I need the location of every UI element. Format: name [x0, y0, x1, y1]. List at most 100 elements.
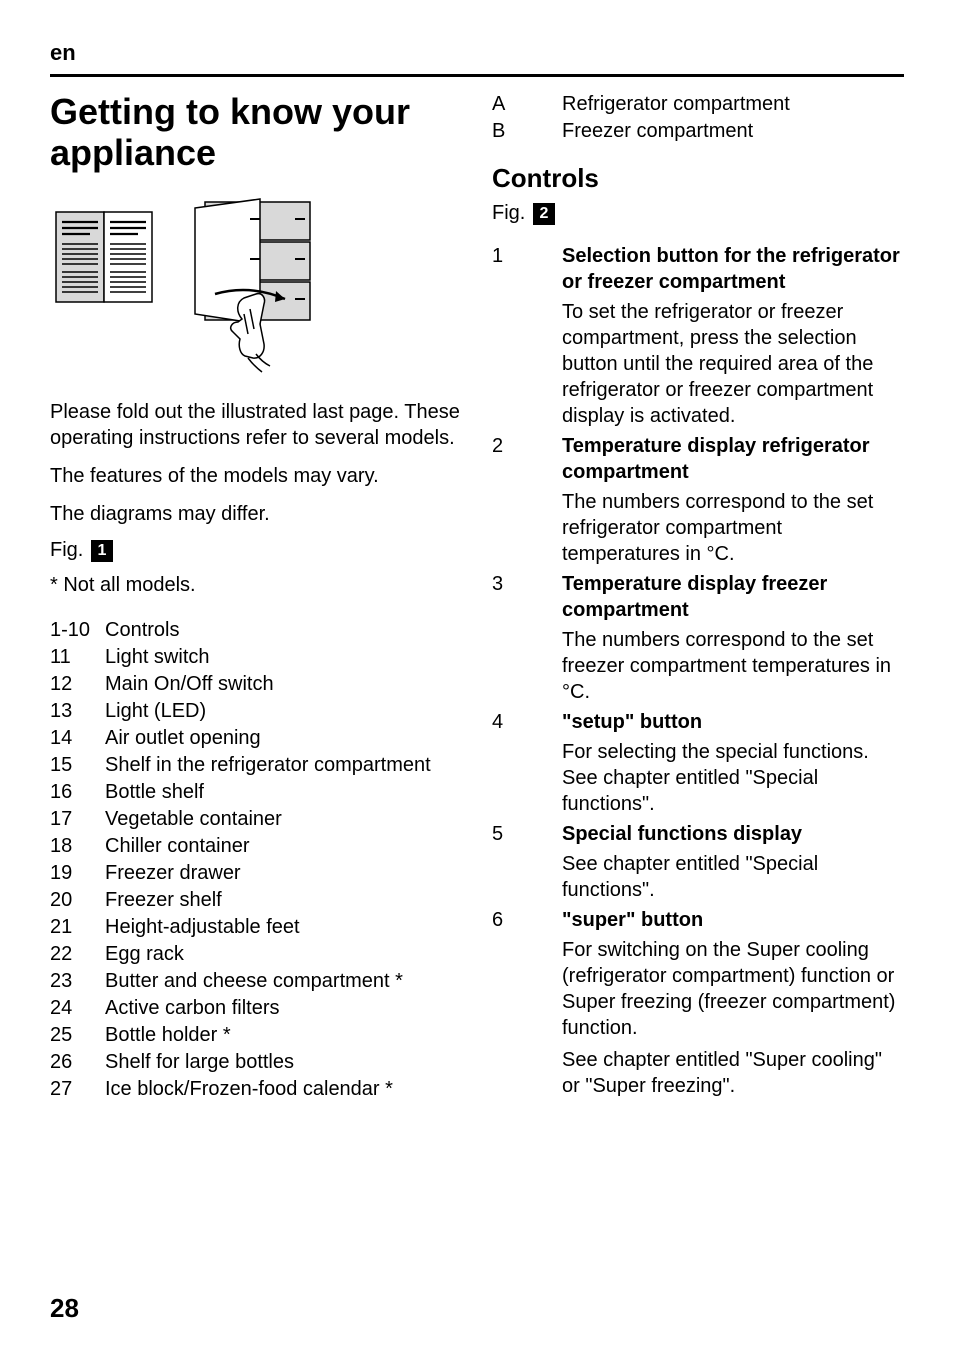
part-row: 25Bottle holder * — [50, 1022, 462, 1049]
control-body: Temperature display freezer compartment … — [562, 571, 904, 705]
figure-reference-2: Fig. 2 — [492, 202, 904, 225]
control-title: Temperature display freezer compartment — [562, 571, 904, 623]
right-column: ARefrigerator compartment BFreezer compa… — [492, 91, 904, 1103]
control-desc: See chapter entitled "Special functions"… — [562, 851, 904, 903]
control-desc: To set the refrigerator or freezer compa… — [562, 299, 904, 429]
left-column: Getting to know your appliance — [50, 91, 462, 1103]
part-num: 23 — [50, 968, 105, 995]
control-desc: The numbers correspond to the set refrig… — [562, 489, 904, 567]
control-desc-extra: See chapter entitled "Super cooling" or … — [562, 1047, 904, 1099]
part-label: Shelf in the refrigerator compartment — [105, 752, 462, 779]
controls-list: 1 Selection button for the refrigerator … — [492, 243, 904, 1099]
control-title: Selection button for the refrigerator or… — [562, 243, 904, 295]
fig-label: Fig. — [492, 202, 525, 224]
part-label: Vegetable container — [105, 806, 462, 833]
part-num: 12 — [50, 671, 105, 698]
part-label: Chiller container — [105, 833, 462, 860]
control-num: 1 — [492, 243, 562, 429]
control-desc: For selecting the special functions. See… — [562, 739, 904, 817]
part-label: Main On/Off switch — [105, 671, 462, 698]
part-num: 19 — [50, 860, 105, 887]
part-label: Controls — [105, 617, 462, 644]
part-num: 15 — [50, 752, 105, 779]
part-row: 24Active carbon filters — [50, 995, 462, 1022]
control-body: Special functions display See chapter en… — [562, 821, 904, 903]
part-row: 1-10Controls — [50, 617, 462, 644]
control-title: Temperature display refrigerator compart… — [562, 433, 904, 485]
control-num: 4 — [492, 709, 562, 817]
part-num: 27 — [50, 1076, 105, 1103]
part-row: 27Ice block/Frozen-food calendar * — [50, 1076, 462, 1103]
part-label: Egg rack — [105, 941, 462, 968]
compartment-label: Refrigerator compartment — [562, 91, 790, 118]
part-label: Ice block/Frozen-food calendar * — [105, 1076, 462, 1103]
parts-list: 1-10Controls 11Light switch 12Main On/Of… — [50, 617, 462, 1103]
intro-paragraph-2: The features of the models may vary. — [50, 463, 462, 489]
control-title: "super" button — [562, 907, 904, 933]
part-label: Light switch — [105, 644, 462, 671]
part-num: 16 — [50, 779, 105, 806]
control-title: "setup" button — [562, 709, 904, 735]
control-num: 6 — [492, 907, 562, 1099]
part-row: 13Light (LED) — [50, 698, 462, 725]
control-num: 3 — [492, 571, 562, 705]
part-label: Freezer drawer — [105, 860, 462, 887]
part-label: Light (LED) — [105, 698, 462, 725]
part-num: 22 — [50, 941, 105, 968]
header-language: en — [50, 40, 904, 66]
page-number: 28 — [50, 1293, 79, 1324]
intro-paragraph-3: The diagrams may differ. — [50, 501, 462, 527]
part-row: 17Vegetable container — [50, 806, 462, 833]
control-item: 5 Special functions display See chapter … — [492, 821, 904, 903]
compartment-label: Freezer compartment — [562, 118, 753, 145]
fig-number-icon: 2 — [533, 203, 555, 225]
compartment-letter: B — [492, 118, 562, 145]
intro-paragraph-1: Please fold out the illustrated last pag… — [50, 399, 462, 451]
part-row: 12Main On/Off switch — [50, 671, 462, 698]
part-label: Bottle shelf — [105, 779, 462, 806]
control-body: Selection button for the refrigerator or… — [562, 243, 904, 429]
part-row: 15Shelf in the refrigerator compartment — [50, 752, 462, 779]
part-row: 19Freezer drawer — [50, 860, 462, 887]
part-num: 13 — [50, 698, 105, 725]
part-num: 14 — [50, 725, 105, 752]
part-row: 20Freezer shelf — [50, 887, 462, 914]
part-label: Butter and cheese compartment * — [105, 968, 462, 995]
fig-number-icon: 1 — [91, 540, 113, 562]
control-item: 3 Temperature display freezer compartmen… — [492, 571, 904, 705]
control-item: 4 "setup" button For selecting the speci… — [492, 709, 904, 817]
main-heading: Getting to know your appliance — [50, 91, 462, 174]
control-body: "super" button For switching on the Supe… — [562, 907, 904, 1099]
control-body: Temperature display refrigerator compart… — [562, 433, 904, 567]
controls-heading: Controls — [492, 163, 904, 194]
part-num: 25 — [50, 1022, 105, 1049]
part-num: 18 — [50, 833, 105, 860]
fig-label: Fig. — [50, 539, 83, 561]
control-item: 6 "super" button For switching on the Su… — [492, 907, 904, 1099]
part-label: Air outlet opening — [105, 725, 462, 752]
control-title: Special functions display — [562, 821, 904, 847]
part-num: 17 — [50, 806, 105, 833]
part-row: 23Butter and cheese compartment * — [50, 968, 462, 995]
control-body: "setup" button For selecting the special… — [562, 709, 904, 817]
part-num: 21 — [50, 914, 105, 941]
content-columns: Getting to know your appliance — [50, 91, 904, 1103]
part-row: 21Height-adjustable feet — [50, 914, 462, 941]
header-divider — [50, 74, 904, 77]
control-desc: For switching on the Super cooling (refr… — [562, 937, 904, 1041]
control-num: 5 — [492, 821, 562, 903]
part-row: 22Egg rack — [50, 941, 462, 968]
part-num: 1-10 — [50, 617, 105, 644]
part-label: Active carbon filters — [105, 995, 462, 1022]
part-label: Shelf for large bottles — [105, 1049, 462, 1076]
part-num: 26 — [50, 1049, 105, 1076]
control-num: 2 — [492, 433, 562, 567]
part-num: 20 — [50, 887, 105, 914]
part-row: 16Bottle shelf — [50, 779, 462, 806]
control-item: 2 Temperature display refrigerator compa… — [492, 433, 904, 567]
part-row: 18Chiller container — [50, 833, 462, 860]
part-label: Height-adjustable feet — [105, 914, 462, 941]
compartment-row: ARefrigerator compartment — [492, 91, 904, 118]
compartment-list: ARefrigerator compartment BFreezer compa… — [492, 91, 904, 145]
compartment-letter: A — [492, 91, 562, 118]
